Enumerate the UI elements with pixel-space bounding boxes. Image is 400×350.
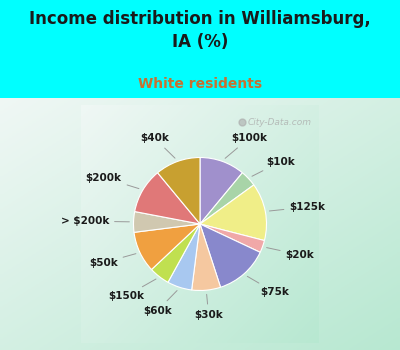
Text: $50k: $50k bbox=[89, 254, 136, 268]
Text: $125k: $125k bbox=[270, 202, 325, 212]
Text: Income distribution in Williamsburg,
IA (%): Income distribution in Williamsburg, IA … bbox=[29, 10, 371, 51]
Text: $30k: $30k bbox=[194, 294, 223, 320]
Text: $75k: $75k bbox=[247, 276, 289, 297]
Wedge shape bbox=[200, 158, 242, 224]
Wedge shape bbox=[200, 224, 264, 252]
Text: $200k: $200k bbox=[86, 173, 139, 189]
Wedge shape bbox=[134, 211, 200, 232]
Text: $20k: $20k bbox=[267, 247, 314, 260]
Text: City-Data.com: City-Data.com bbox=[248, 118, 312, 127]
Text: $60k: $60k bbox=[143, 290, 177, 316]
Text: $100k: $100k bbox=[225, 133, 267, 158]
Wedge shape bbox=[168, 224, 200, 290]
Text: $10k: $10k bbox=[252, 157, 295, 176]
Wedge shape bbox=[135, 173, 200, 224]
Text: White residents: White residents bbox=[138, 77, 262, 91]
Text: $40k: $40k bbox=[140, 133, 175, 158]
Text: $150k: $150k bbox=[108, 279, 156, 301]
Wedge shape bbox=[200, 185, 266, 240]
Wedge shape bbox=[200, 224, 260, 287]
Wedge shape bbox=[158, 158, 200, 224]
Wedge shape bbox=[192, 224, 220, 290]
Wedge shape bbox=[200, 173, 254, 224]
Wedge shape bbox=[152, 224, 200, 282]
Text: > $200k: > $200k bbox=[61, 216, 129, 226]
Wedge shape bbox=[134, 224, 200, 270]
